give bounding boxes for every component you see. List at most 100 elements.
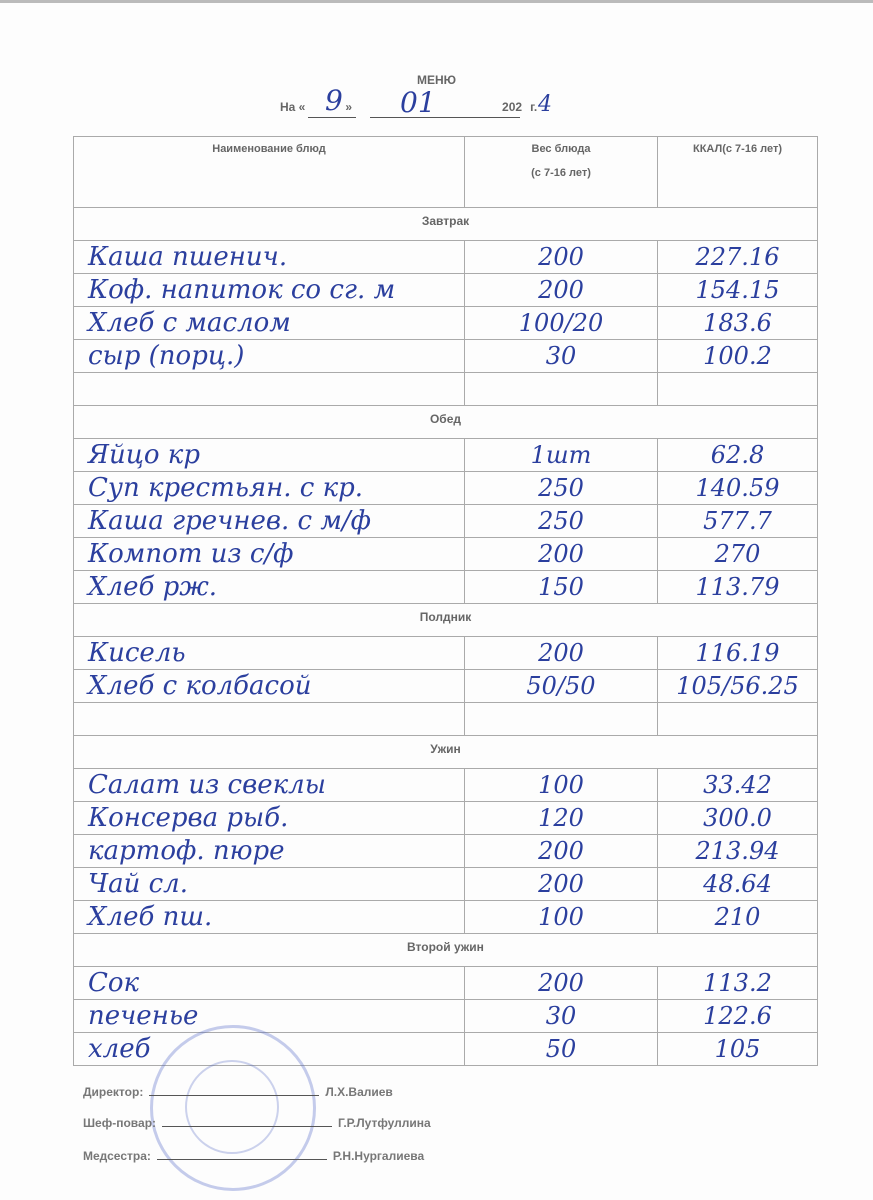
date-year: 202 bbox=[502, 100, 523, 114]
dish-kcal: 210 bbox=[657, 900, 818, 934]
date-year-hand: 4 bbox=[538, 92, 552, 117]
header-name: Наименование блюд bbox=[73, 136, 465, 208]
section-row: Полдник bbox=[73, 603, 818, 637]
section-row: Завтрак bbox=[73, 207, 818, 241]
dish-row: Суп крестьян. с кр. 250 140.59 bbox=[73, 471, 818, 505]
dish-kcal: 116.19 bbox=[657, 636, 818, 670]
dish-weight: 200 bbox=[464, 867, 658, 901]
date-day: 9 bbox=[325, 84, 343, 117]
date-mid: » bbox=[345, 100, 353, 114]
dish-row: Консерва рыб. 120 300.0 bbox=[73, 801, 818, 835]
dish-name: Кисель bbox=[73, 636, 465, 670]
dish-weight: 200 bbox=[464, 966, 658, 1000]
dish-row bbox=[73, 372, 818, 406]
dish-kcal: 113.2 bbox=[657, 966, 818, 1000]
page-title: МЕНЮ bbox=[416, 73, 457, 87]
dish-row: Коф. напиток со сг. м 200 154.15 bbox=[73, 273, 818, 307]
dish-row: Хлеб рж. 150 113.79 bbox=[73, 570, 818, 604]
dish-name: Хлеб рж. bbox=[73, 570, 465, 604]
dish-row: Сок 200 113.2 bbox=[73, 966, 818, 1000]
dish-kcal: 122.6 bbox=[657, 999, 818, 1033]
dish-row: Кисель 200 116.19 bbox=[73, 636, 818, 670]
dish-weight: 200 bbox=[464, 834, 658, 868]
date-suffix: г. bbox=[530, 100, 538, 114]
dish-name: Суп крестьян. с кр. bbox=[73, 471, 465, 505]
dish-weight: 30 bbox=[464, 999, 658, 1033]
section-label: Второй ужин bbox=[73, 933, 818, 967]
dish-name: Хлеб пш. bbox=[73, 900, 465, 934]
dish-kcal: 140.59 bbox=[657, 471, 818, 505]
date-line: На « » 202 г. bbox=[280, 100, 537, 114]
dish-weight: 120 bbox=[464, 801, 658, 835]
dish-row: печенье 30 122.6 bbox=[73, 999, 818, 1033]
header-row: Наименование блюд Вес блюда (с 7-16 лет) … bbox=[73, 136, 818, 208]
dish-name: сыр (порц.) bbox=[73, 339, 465, 373]
dish-name: Сок bbox=[73, 966, 465, 1000]
dish-kcal: 105 bbox=[657, 1032, 818, 1066]
dish-name: Коф. напиток со сг. м bbox=[73, 273, 465, 307]
dish-weight bbox=[464, 372, 658, 406]
dish-kcal bbox=[657, 702, 818, 736]
dish-row: Каша гречнев. с м/ф 250 577.7 bbox=[73, 504, 818, 538]
dish-row: Хлеб с колбасой 50/50 105/56.25 bbox=[73, 669, 818, 703]
section-row: Ужин bbox=[73, 735, 818, 769]
dish-kcal: 48.64 bbox=[657, 867, 818, 901]
dish-weight bbox=[464, 702, 658, 736]
dish-kcal bbox=[657, 372, 818, 406]
dish-weight: 30 bbox=[464, 339, 658, 373]
stamp bbox=[150, 1025, 316, 1191]
dish-weight: 100/20 bbox=[464, 306, 658, 340]
date-prefix: На « bbox=[280, 100, 306, 114]
dish-weight: 200 bbox=[464, 240, 658, 274]
dish-kcal: 577.7 bbox=[657, 504, 818, 538]
dish-weight: 200 bbox=[464, 537, 658, 571]
dish-name bbox=[73, 702, 465, 736]
dish-row: Чай сл. 200 48.64 bbox=[73, 867, 818, 901]
dish-weight: 200 bbox=[464, 273, 658, 307]
date-month: 01 bbox=[400, 86, 436, 119]
stamp-inner bbox=[185, 1060, 279, 1154]
dish-kcal: 113.79 bbox=[657, 570, 818, 604]
dish-name: Каша гречнев. с м/ф bbox=[73, 504, 465, 538]
dish-row: Яйцо кр 1шт 62.8 bbox=[73, 438, 818, 472]
menu-table: Наименование блюд Вес блюда (с 7-16 лет) … bbox=[73, 136, 818, 1066]
dish-row: сыр (порц.) 30 100.2 bbox=[73, 339, 818, 373]
dish-name: Чай сл. bbox=[73, 867, 465, 901]
dish-kcal: 105/56.25 bbox=[657, 669, 818, 703]
dish-kcal: 183.6 bbox=[657, 306, 818, 340]
dish-name: Консерва рыб. bbox=[73, 801, 465, 835]
signature-director: Директор: Л.Х.Валиев bbox=[83, 1085, 393, 1099]
dish-name: Компот из с/ф bbox=[73, 537, 465, 571]
dish-row: Салат из свеклы 100 33.42 bbox=[73, 768, 818, 802]
dish-kcal: 100.2 bbox=[657, 339, 818, 373]
dish-weight: 200 bbox=[464, 636, 658, 670]
dish-row: Хлеб с маслом 100/20 183.6 bbox=[73, 306, 818, 340]
dish-kcal: 227.16 bbox=[657, 240, 818, 274]
dish-row: картоф. пюре 200 213.94 bbox=[73, 834, 818, 868]
dish-weight: 250 bbox=[464, 471, 658, 505]
header-kcal: ККАЛ(с 7-16 лет) bbox=[657, 136, 818, 208]
section-label: Обед bbox=[73, 405, 818, 439]
dish-name: Хлеб с колбасой bbox=[73, 669, 465, 703]
dish-weight: 1шт bbox=[464, 438, 658, 472]
signature-chef: Шеф-повар: Г.Р.Лутфуллина bbox=[83, 1116, 431, 1130]
dish-row: Хлеб пш. 100 210 bbox=[73, 900, 818, 934]
section-label: Ужин bbox=[73, 735, 818, 769]
dish-weight: 100 bbox=[464, 768, 658, 802]
dish-row: хлеб 50 105 bbox=[73, 1032, 818, 1066]
dish-kcal: 62.8 bbox=[657, 438, 818, 472]
dish-name: Хлеб с маслом bbox=[73, 306, 465, 340]
dish-name: печенье bbox=[73, 999, 465, 1033]
signature-nurse: Медсестра: Р.Н.Нургалиева bbox=[83, 1149, 425, 1163]
dish-row: Каша пшенич. 200 227.16 bbox=[73, 240, 818, 274]
dish-weight: 100 bbox=[464, 900, 658, 934]
dish-kcal: 154.15 bbox=[657, 273, 818, 307]
dish-name: Каша пшенич. bbox=[73, 240, 465, 274]
dish-kcal: 33.42 bbox=[657, 768, 818, 802]
section-label: Полдник bbox=[73, 603, 818, 637]
dish-name: Салат из свеклы bbox=[73, 768, 465, 802]
dish-weight: 50 bbox=[464, 1032, 658, 1066]
section-label: Завтрак bbox=[73, 207, 818, 241]
section-row: Обед bbox=[73, 405, 818, 439]
